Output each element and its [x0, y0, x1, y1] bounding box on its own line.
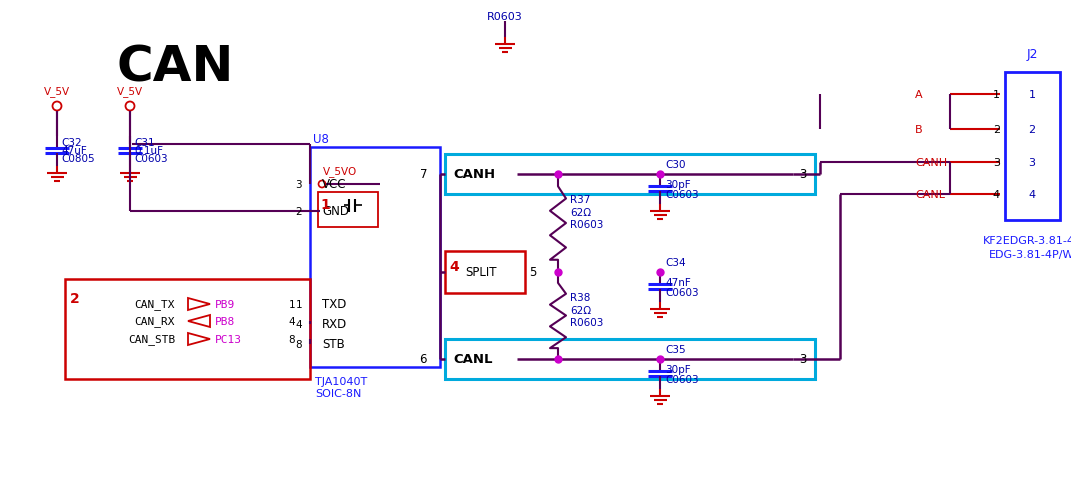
Text: CANH: CANH: [453, 168, 495, 181]
Text: TJA1040T: TJA1040T: [315, 376, 367, 386]
Text: R0603: R0603: [570, 317, 603, 327]
Text: 4: 4: [449, 260, 458, 274]
Text: CANH: CANH: [915, 157, 947, 168]
Text: V_5VO: V_5VO: [323, 166, 358, 177]
Text: 2: 2: [1028, 125, 1036, 135]
Text: 3: 3: [800, 168, 808, 181]
Text: V_5V: V_5V: [117, 86, 144, 97]
Text: RXD: RXD: [322, 318, 347, 331]
Text: CANL: CANL: [453, 353, 493, 366]
Bar: [310, 148, 440, 367]
Text: VCC: VCC: [322, 178, 347, 191]
Text: 1: 1: [1028, 90, 1036, 100]
Text: V_5V: V_5V: [44, 86, 70, 97]
Text: 7: 7: [420, 168, 427, 181]
Text: J2: J2: [1026, 48, 1038, 61]
Text: 6: 6: [420, 353, 427, 366]
Text: 1: 1: [288, 300, 295, 309]
Text: CAN_STB: CAN_STB: [127, 334, 175, 345]
Text: CAN: CAN: [117, 44, 233, 92]
Text: CAN_RX: CAN_RX: [135, 316, 175, 327]
Text: CAN_TX: CAN_TX: [135, 299, 175, 310]
Bar: [444, 339, 815, 379]
Text: 4: 4: [993, 190, 1000, 200]
Text: 8: 8: [296, 339, 302, 349]
Bar: [1005, 73, 1060, 220]
Text: 5: 5: [529, 266, 537, 279]
Bar: [65, 279, 310, 379]
Text: C0805: C0805: [61, 154, 94, 164]
Text: C0603: C0603: [134, 154, 168, 164]
Text: R0603: R0603: [487, 12, 523, 22]
Text: 8: 8: [288, 334, 295, 344]
Text: 30pF: 30pF: [665, 364, 691, 374]
Text: 62Ω: 62Ω: [570, 305, 591, 315]
Text: 2: 2: [993, 125, 1000, 135]
Text: 3: 3: [1028, 157, 1036, 168]
Text: TXD: TXD: [322, 298, 346, 311]
Text: U8: U8: [313, 133, 329, 146]
Text: 2: 2: [296, 206, 302, 216]
Text: 1: 1: [320, 198, 330, 212]
Text: KF2EDGR-3.81-4P: KF2EDGR-3.81-4P: [982, 236, 1071, 245]
Bar: [444, 155, 815, 194]
Text: C30: C30: [665, 160, 685, 169]
Text: 3: 3: [993, 157, 1000, 168]
Text: 4: 4: [1028, 190, 1036, 200]
Text: C0603: C0603: [665, 190, 698, 200]
Text: PC13: PC13: [215, 334, 242, 344]
Text: GND: GND: [322, 205, 349, 218]
Bar: [318, 192, 378, 228]
Text: CANL: CANL: [915, 190, 945, 200]
Text: 30pF: 30pF: [665, 180, 691, 190]
Text: C31: C31: [134, 138, 154, 148]
Text: 47uF: 47uF: [61, 146, 87, 156]
Text: 62Ω: 62Ω: [570, 207, 591, 217]
Text: C34: C34: [665, 257, 685, 267]
Text: R0603: R0603: [570, 219, 603, 229]
Text: 2: 2: [70, 291, 79, 305]
Text: R38: R38: [570, 292, 590, 302]
Text: SOIC-8N: SOIC-8N: [315, 388, 361, 398]
Text: C0603: C0603: [665, 374, 698, 384]
Text: 1: 1: [296, 300, 302, 309]
Text: B: B: [915, 125, 922, 135]
Text: R37: R37: [570, 194, 590, 204]
Text: C35: C35: [665, 344, 685, 354]
Text: A: A: [915, 90, 922, 100]
Text: C32: C32: [61, 138, 81, 148]
Text: C0603: C0603: [665, 288, 698, 298]
Text: EDG-3.81-4P/W: EDG-3.81-4P/W: [990, 250, 1071, 260]
Text: PB8: PB8: [215, 316, 236, 326]
Text: 3: 3: [800, 353, 808, 366]
Text: 0.1uF: 0.1uF: [134, 146, 163, 156]
Text: 4: 4: [288, 316, 295, 326]
Bar: [444, 252, 525, 293]
Text: 3: 3: [296, 180, 302, 190]
Text: 4: 4: [296, 319, 302, 329]
Text: STB: STB: [322, 338, 345, 351]
Text: 1: 1: [993, 90, 1000, 100]
Text: SPLIT: SPLIT: [465, 266, 497, 279]
Text: 47nF: 47nF: [665, 277, 691, 288]
Text: PB9: PB9: [215, 300, 236, 309]
